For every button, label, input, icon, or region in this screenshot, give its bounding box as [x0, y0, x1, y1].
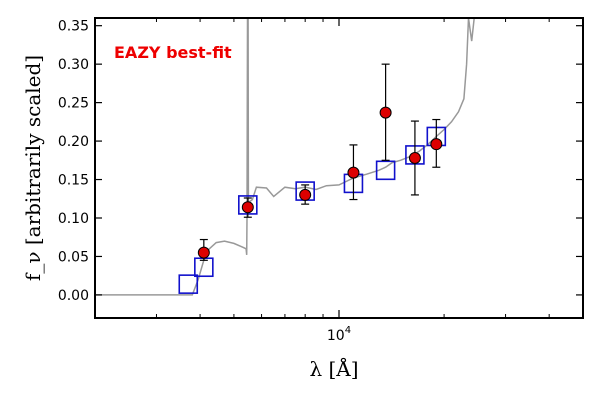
observed-point-2 — [299, 188, 312, 201]
observed-point-4 — [379, 106, 392, 119]
observed-point-6 — [430, 138, 443, 151]
y-tick-label-0: 0.00 — [58, 288, 89, 304]
model-layer — [178, 126, 447, 294]
y-axis-label: f_ν [arbitrarily scaled] — [21, 55, 45, 281]
y-tick-label-6: 0.30 — [58, 57, 89, 73]
x-tick-label-0: 104 — [327, 325, 351, 344]
y-tick-label-7: 0.35 — [58, 19, 89, 35]
annotation-label: EAZY best-fit — [114, 43, 232, 62]
x-axis-label: λ [Å] — [309, 356, 358, 381]
y-tick-label-3: 0.15 — [58, 173, 89, 189]
observed-point-5 — [408, 152, 421, 164]
plot-frame — [94, 17, 584, 319]
y-tick-label-4: 0.20 — [58, 134, 89, 150]
model-point-0 — [178, 274, 199, 294]
tick-layer: 0.00 0.05 0.10 0.15 0.20 0.25 0.30 0.35 104 — [58, 18, 583, 344]
y-tick-label-2: 0.10 — [58, 211, 89, 227]
observed-point-1 — [241, 201, 254, 214]
observed-point-3 — [347, 166, 360, 179]
observed-layer — [197, 63, 443, 261]
observed-point-0 — [197, 246, 210, 259]
y-tick-label-1: 0.05 — [58, 249, 89, 265]
y-tick-label-5: 0.25 — [58, 96, 89, 112]
model-point-5 — [375, 160, 396, 181]
